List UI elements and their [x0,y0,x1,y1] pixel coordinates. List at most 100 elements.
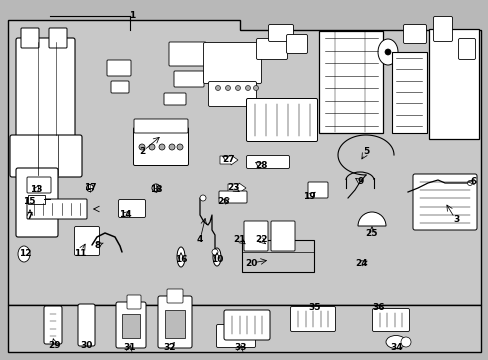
Circle shape [400,337,410,347]
FancyBboxPatch shape [74,226,99,256]
Text: 1: 1 [129,12,135,21]
FancyBboxPatch shape [208,81,256,107]
Text: 27: 27 [222,156,235,165]
Circle shape [149,144,155,150]
FancyBboxPatch shape [458,39,474,59]
FancyBboxPatch shape [44,306,62,344]
Text: 29: 29 [49,341,61,350]
Text: 7: 7 [27,212,33,221]
Text: 14: 14 [119,211,131,220]
FancyBboxPatch shape [256,39,287,59]
Ellipse shape [385,336,405,348]
Text: 2: 2 [139,148,145,157]
Text: 30: 30 [81,341,93,350]
FancyBboxPatch shape [169,42,205,66]
Text: 5: 5 [362,148,368,157]
FancyBboxPatch shape [111,81,129,93]
FancyBboxPatch shape [174,71,203,87]
FancyBboxPatch shape [372,309,408,332]
FancyBboxPatch shape [27,194,44,203]
FancyBboxPatch shape [219,191,246,203]
Text: 21: 21 [233,235,246,244]
Text: 33: 33 [234,342,247,351]
Text: 31: 31 [123,342,136,351]
FancyBboxPatch shape [244,221,267,251]
FancyBboxPatch shape [307,182,327,198]
FancyBboxPatch shape [286,35,307,54]
Text: 20: 20 [244,258,257,267]
FancyBboxPatch shape [158,296,192,348]
FancyBboxPatch shape [49,28,67,48]
FancyBboxPatch shape [246,99,317,141]
FancyBboxPatch shape [224,310,269,340]
FancyArrow shape [220,155,238,165]
Text: 25: 25 [365,230,378,238]
Ellipse shape [213,248,221,266]
Ellipse shape [377,39,397,65]
Polygon shape [8,20,480,305]
FancyBboxPatch shape [107,60,131,76]
Circle shape [384,49,390,55]
FancyBboxPatch shape [412,174,476,230]
FancyBboxPatch shape [216,324,255,347]
FancyBboxPatch shape [134,119,187,133]
Circle shape [245,85,250,90]
Text: 26: 26 [217,198,230,207]
Text: 15: 15 [23,198,35,207]
Text: 28: 28 [254,162,267,171]
Text: 11: 11 [74,248,86,257]
Circle shape [467,180,471,185]
Circle shape [169,144,175,150]
FancyBboxPatch shape [27,199,87,219]
Ellipse shape [177,247,184,267]
FancyBboxPatch shape [118,199,145,217]
Text: 9: 9 [357,177,364,186]
FancyBboxPatch shape [433,17,451,41]
Circle shape [159,144,164,150]
FancyBboxPatch shape [21,28,39,48]
FancyBboxPatch shape [133,127,188,166]
Bar [242,240,313,272]
Circle shape [212,249,218,255]
Circle shape [235,85,240,90]
Text: 6: 6 [470,177,476,186]
Text: 4: 4 [196,235,203,244]
Circle shape [215,85,220,90]
Circle shape [225,85,230,90]
Circle shape [253,85,258,90]
FancyBboxPatch shape [163,93,185,105]
Text: 23: 23 [226,184,239,193]
FancyBboxPatch shape [203,42,261,84]
Text: 36: 36 [372,303,385,312]
Bar [164,310,184,338]
Wedge shape [357,212,385,226]
Circle shape [152,184,160,192]
Bar [8,305,480,352]
FancyBboxPatch shape [246,156,289,168]
Text: 32: 32 [163,342,176,351]
FancyBboxPatch shape [268,24,293,41]
FancyBboxPatch shape [27,177,51,193]
FancyBboxPatch shape [391,51,426,132]
FancyBboxPatch shape [116,302,146,348]
FancyBboxPatch shape [127,295,141,309]
Text: 34: 34 [390,342,403,351]
FancyBboxPatch shape [167,289,183,303]
Circle shape [86,184,93,192]
FancyBboxPatch shape [78,304,95,346]
Text: 24: 24 [355,258,367,267]
FancyBboxPatch shape [10,135,82,177]
FancyBboxPatch shape [16,38,75,142]
Text: 22: 22 [254,235,267,244]
FancyBboxPatch shape [403,24,426,44]
FancyBboxPatch shape [16,168,58,237]
FancyBboxPatch shape [290,306,335,332]
Circle shape [177,144,183,150]
Circle shape [200,195,205,201]
Text: 10: 10 [210,256,223,265]
Ellipse shape [18,246,30,262]
Text: 12: 12 [19,249,31,258]
FancyBboxPatch shape [428,29,478,139]
FancyArrow shape [227,183,245,193]
Text: 19: 19 [302,193,315,202]
